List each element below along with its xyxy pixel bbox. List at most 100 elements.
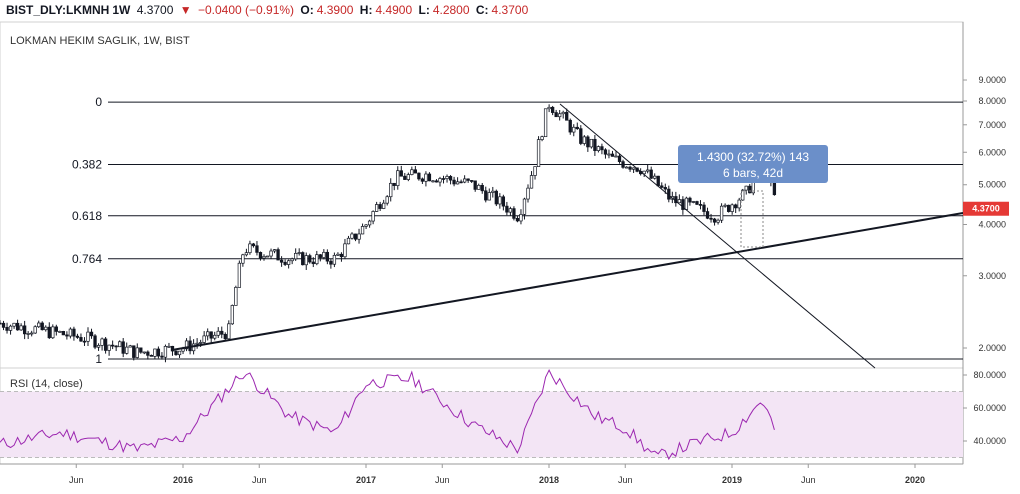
candle-body[interactable]	[389, 182, 393, 198]
candle-body[interactable]	[438, 178, 442, 183]
candle-body[interactable]	[508, 208, 513, 213]
candle-body[interactable]	[255, 245, 259, 253]
candle-body[interactable]	[607, 153, 611, 156]
candle-body[interactable]	[160, 355, 164, 358]
candle-body[interactable]	[206, 331, 210, 337]
candle-body[interactable]	[392, 182, 396, 186]
candle-body[interactable]	[526, 187, 530, 200]
candle-body[interactable]	[51, 326, 55, 339]
candle-body[interactable]	[656, 175, 660, 187]
candle-body[interactable]	[262, 256, 266, 259]
candle-body[interactable]	[336, 253, 340, 256]
candle-body[interactable]	[712, 218, 717, 223]
candle-body[interactable]	[311, 261, 315, 265]
candle-body[interactable]	[579, 128, 583, 144]
candle-body[interactable]	[596, 146, 601, 151]
candle-body[interactable]	[118, 341, 122, 348]
candle-body[interactable]	[624, 166, 629, 169]
candle-body[interactable]	[276, 249, 280, 261]
candle-body[interactable]	[498, 196, 502, 205]
candle-body[interactable]	[367, 220, 372, 226]
candle-body[interactable]	[237, 262, 242, 288]
candle-body[interactable]	[61, 331, 66, 336]
candle-body[interactable]	[582, 136, 586, 144]
candle-body[interactable]	[198, 342, 203, 344]
candle-body[interactable]	[33, 326, 37, 334]
ascending-trendline[interactable]	[171, 212, 964, 351]
candle-body[interactable]	[484, 190, 488, 201]
candle-body[interactable]	[653, 175, 657, 179]
candle-body[interactable]	[357, 233, 361, 240]
candle-body[interactable]	[89, 331, 94, 337]
candle-body[interactable]	[399, 170, 403, 177]
candle-body[interactable]	[241, 254, 245, 264]
candle-body[interactable]	[8, 325, 13, 331]
candle-body[interactable]	[536, 139, 541, 167]
candle-body[interactable]	[15, 322, 20, 331]
candle-body[interactable]	[709, 217, 713, 220]
candle-body[interactable]	[209, 331, 213, 339]
candle-body[interactable]	[251, 243, 256, 247]
candle-body[interactable]	[75, 335, 80, 338]
candle-body[interactable]	[272, 249, 277, 252]
candle-body[interactable]	[691, 201, 696, 203]
candle-body[interactable]	[223, 333, 227, 340]
candle-body[interactable]	[628, 166, 632, 170]
candle-body[interactable]	[318, 254, 322, 258]
candle-body[interactable]	[86, 331, 90, 342]
candle-body[interactable]	[452, 179, 456, 185]
candle-body[interactable]	[47, 326, 51, 339]
measure-box[interactable]	[740, 190, 764, 248]
candle-body[interactable]	[515, 218, 520, 222]
candle-body[interactable]	[413, 169, 418, 174]
candle-body[interactable]	[660, 185, 664, 188]
rsi-line[interactable]	[0, 368, 775, 461]
candle-body[interactable]	[417, 172, 421, 180]
candle-body[interactable]	[719, 205, 724, 221]
candle-body[interactable]	[466, 178, 470, 181]
candle-body[interactable]	[561, 111, 565, 115]
candle-body[interactable]	[677, 199, 682, 204]
interval[interactable]: 1W	[112, 3, 131, 17]
candle-body[interactable]	[220, 330, 224, 335]
candle-body[interactable]	[68, 328, 73, 337]
candle-body[interactable]	[79, 337, 83, 342]
candle-body[interactable]	[681, 199, 685, 210]
candle-body[interactable]	[424, 173, 428, 182]
candle-body[interactable]	[100, 338, 104, 346]
candle-body[interactable]	[37, 322, 41, 328]
candle-body[interactable]	[96, 345, 101, 348]
candle-body[interactable]	[512, 208, 516, 219]
candle-body[interactable]	[170, 345, 175, 352]
candle-body[interactable]	[621, 161, 625, 168]
candle-body[interactable]	[184, 340, 189, 350]
candle-body[interactable]	[378, 204, 382, 209]
candle-body[interactable]	[121, 341, 125, 354]
candlestick-series[interactable]	[0, 104, 777, 363]
candle-body[interactable]	[286, 260, 291, 265]
candle-body[interactable]	[688, 197, 692, 203]
candle-body[interactable]	[705, 211, 710, 219]
candle-body[interactable]	[315, 254, 319, 265]
candle-body[interactable]	[269, 250, 273, 257]
candle-body[interactable]	[589, 138, 594, 148]
candle-body[interactable]	[649, 169, 653, 179]
candle-body[interactable]	[558, 113, 562, 118]
candle-body[interactable]	[54, 326, 58, 332]
candle-body[interactable]	[631, 167, 636, 170]
candle-body[interactable]	[448, 176, 453, 181]
candle-body[interactable]	[44, 326, 48, 331]
candle-body[interactable]	[473, 180, 477, 190]
candle-body[interactable]	[22, 325, 27, 335]
candle-body[interactable]	[550, 106, 555, 113]
candle-body[interactable]	[695, 201, 699, 205]
candle-body[interactable]	[265, 255, 270, 258]
candle-body[interactable]	[385, 196, 389, 204]
fibonacci-levels[interactable]: 0 0.382 0.618 0.764 1	[72, 95, 963, 366]
candle-body[interactable]	[26, 333, 30, 335]
candle-body[interactable]	[125, 346, 129, 354]
candle-body[interactable]	[445, 176, 449, 179]
candle-body[interactable]	[202, 335, 206, 343]
candle-body[interactable]	[455, 181, 460, 185]
candle-body[interactable]	[364, 224, 368, 227]
